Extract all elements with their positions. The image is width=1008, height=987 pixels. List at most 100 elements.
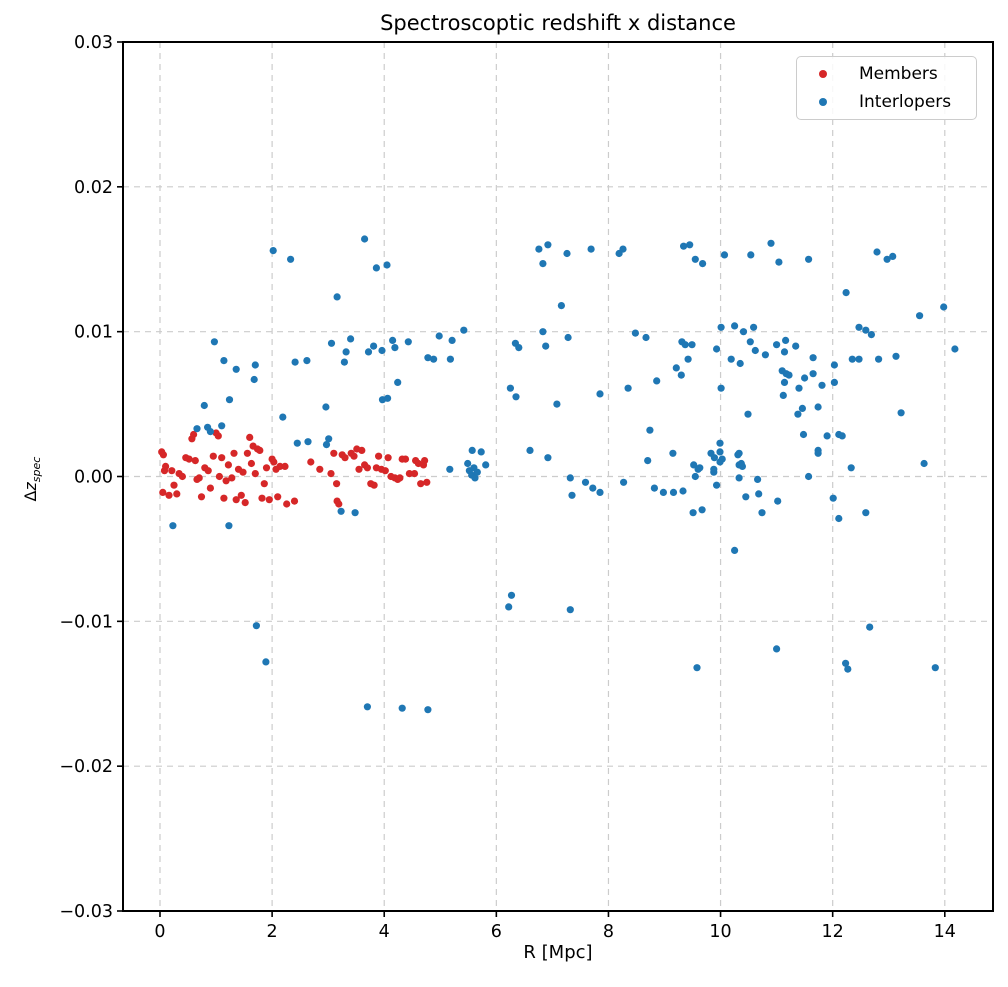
member-point <box>327 470 335 478</box>
interloper-point <box>844 665 852 673</box>
interloper-point <box>250 375 258 384</box>
interloper-point <box>686 241 694 249</box>
interloper-point <box>512 393 520 401</box>
interloper-point <box>720 251 729 259</box>
interloper-point <box>477 448 485 456</box>
interloper-point <box>779 391 787 399</box>
member-point <box>224 461 232 469</box>
interloper-point <box>688 341 696 349</box>
member-point <box>159 451 167 459</box>
interloper-point <box>460 326 468 334</box>
member-point <box>281 462 289 470</box>
member-point <box>239 468 247 476</box>
interloper-point <box>568 491 576 499</box>
interloper-point <box>364 348 373 356</box>
interloper-point <box>755 490 763 498</box>
interloper-point <box>801 374 809 382</box>
interloper-point <box>193 425 201 433</box>
interloper-point <box>581 478 590 486</box>
member-point <box>195 474 203 482</box>
x-tick-label: 12 <box>822 922 844 942</box>
interloper-point <box>731 546 739 555</box>
y-tick-label: −0.03 <box>59 902 113 922</box>
interloper-point <box>394 378 402 386</box>
x-tick-label: 14 <box>934 922 956 942</box>
member-point <box>237 491 245 499</box>
legend-label-interlopers: Interlopers <box>859 92 952 112</box>
legend: Members Interlopers <box>796 56 977 120</box>
interloper-point <box>564 333 572 342</box>
member-point <box>159 488 167 496</box>
interloper-point <box>780 348 789 356</box>
interloper-point <box>378 346 386 355</box>
member-point <box>190 430 198 439</box>
interloper-point <box>269 247 277 255</box>
member-point <box>209 452 217 460</box>
member-point <box>228 474 236 482</box>
interloper-point <box>862 326 870 334</box>
member-point <box>265 496 273 504</box>
interloper-point <box>542 342 550 350</box>
interloper-point <box>659 488 668 496</box>
interloper-point <box>746 338 754 346</box>
interloper-point <box>506 384 514 392</box>
interloper-point <box>596 488 604 496</box>
interloper-point <box>735 449 743 457</box>
interloper-point <box>464 459 472 468</box>
interloper-point <box>883 255 891 263</box>
member-point <box>396 474 404 482</box>
interloper-point <box>727 355 735 363</box>
member-point <box>330 449 338 457</box>
interlopers-marker-icon <box>819 98 827 106</box>
interloper-point <box>875 355 883 363</box>
interloper-point <box>526 446 534 454</box>
interloper-point <box>669 449 677 457</box>
interloper-point <box>866 623 874 631</box>
members-marker-icon <box>819 70 827 78</box>
interloper-point <box>805 255 813 263</box>
member-point <box>341 454 349 462</box>
interloper-point <box>304 438 312 446</box>
interloper-point <box>679 487 687 495</box>
member-point <box>246 433 254 441</box>
interloper-point <box>210 338 218 346</box>
interloper-point <box>698 506 706 514</box>
member-point <box>370 481 378 489</box>
interloper-point <box>710 454 719 462</box>
interloper-point <box>736 359 744 368</box>
member-point <box>260 480 268 488</box>
interloper-point <box>232 365 240 373</box>
x-tick-label: 10 <box>709 922 731 942</box>
interloper-point <box>916 312 924 320</box>
interloper-point <box>644 457 652 465</box>
interloper-point <box>785 371 793 379</box>
interloper-point <box>835 514 843 523</box>
interloper-point <box>619 245 627 253</box>
interloper-point <box>482 461 490 469</box>
interloper-point <box>169 522 177 530</box>
interloper-point <box>823 432 831 440</box>
legend-entry-members: Members <box>797 60 976 88</box>
interloper-point <box>773 341 781 349</box>
member-point <box>178 472 186 481</box>
interloper-point <box>322 441 331 449</box>
interloper-point <box>761 351 770 359</box>
interloper-point <box>842 289 850 297</box>
interloper-point <box>830 378 839 386</box>
interloper-point <box>653 377 661 385</box>
member-point <box>206 484 214 492</box>
interloper-point <box>340 358 348 366</box>
interloper-point <box>468 446 476 454</box>
interloper-point <box>699 260 707 268</box>
interloper-point <box>446 465 454 473</box>
interloper-point <box>446 355 454 363</box>
interloper-point <box>471 474 479 482</box>
interloper-point <box>672 364 680 372</box>
member-point <box>262 464 271 472</box>
member-point <box>333 480 341 488</box>
x-tick-label: 8 <box>603 922 614 942</box>
interloper-point <box>814 403 822 411</box>
y-axis-label: Δzspec <box>21 419 43 539</box>
interloper-point <box>773 645 781 653</box>
interloper-point <box>716 439 724 447</box>
